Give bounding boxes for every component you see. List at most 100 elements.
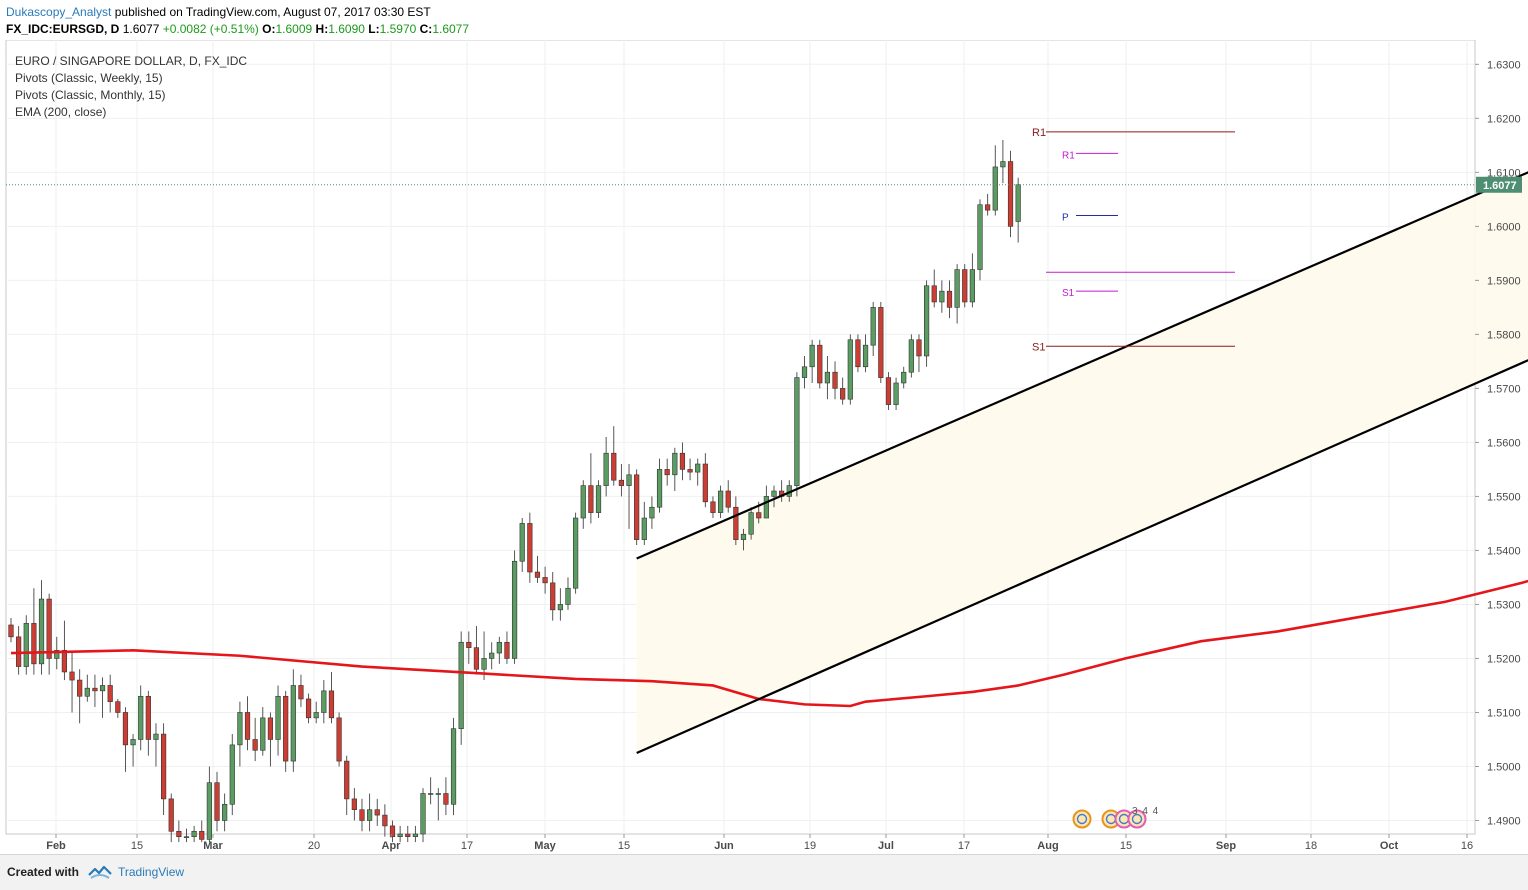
y-tick-label: 1.5700	[1487, 383, 1521, 395]
x-tick-label: 15	[1120, 840, 1132, 852]
candle-body	[443, 793, 449, 805]
candle	[824, 355, 831, 400]
footer-bar: Created with TradingView	[0, 854, 1528, 890]
tradingview-brand-link[interactable]: TradingView	[118, 865, 185, 879]
candle-body	[168, 798, 174, 832]
candle	[84, 674, 90, 702]
candle-body	[428, 793, 434, 795]
candle	[519, 518, 525, 573]
candle	[740, 528, 747, 551]
candle	[656, 458, 663, 513]
y-tick-label: 1.5100	[1487, 707, 1521, 719]
tradingview-logo-icon[interactable]	[87, 863, 113, 881]
events-markers[interactable]: 3 4 4	[1072, 806, 1160, 829]
last-price-tag-label: 1.6077	[1483, 180, 1517, 192]
candle	[313, 701, 319, 724]
candle	[832, 361, 838, 400]
candle	[305, 693, 312, 724]
candle-body	[283, 695, 289, 762]
candle-body	[511, 560, 518, 659]
candle-body	[840, 388, 846, 400]
candle-body	[420, 793, 426, 835]
candle-body	[832, 371, 838, 389]
candle	[397, 825, 403, 843]
channel-fill	[636, 172, 1528, 753]
candle-body	[717, 490, 724, 513]
candle	[214, 771, 220, 832]
candle	[923, 280, 930, 367]
candle-body	[382, 814, 388, 827]
candle	[473, 626, 480, 675]
candle	[634, 469, 640, 546]
candle-body	[473, 647, 480, 670]
candle-body	[145, 695, 151, 740]
candle	[618, 464, 624, 497]
y-tick-label: 1.6100	[1487, 167, 1521, 179]
candle-body	[954, 269, 960, 308]
legend-entry: EMA (200, close)	[15, 105, 106, 119]
candle-body	[397, 833, 403, 838]
candle	[61, 620, 68, 681]
candle	[222, 793, 228, 832]
candle	[504, 631, 510, 664]
close-value: 1.6077	[432, 22, 470, 36]
candle-body	[298, 685, 304, 700]
high-value: 1.6090	[328, 22, 365, 36]
candle	[962, 264, 968, 308]
last-price-tag	[1476, 176, 1522, 193]
candle	[1007, 150, 1014, 238]
candle	[92, 674, 98, 708]
candle-body	[435, 793, 441, 795]
candle-body	[92, 687, 98, 692]
candle	[954, 264, 960, 324]
candle-body	[985, 204, 991, 211]
candle-body	[313, 712, 319, 719]
candle	[664, 458, 670, 486]
candle-body	[161, 733, 167, 800]
candle	[107, 674, 113, 713]
candle-body	[38, 598, 45, 665]
y-tick-label: 1.5300	[1487, 599, 1521, 611]
candle	[458, 631, 464, 745]
candle-body	[687, 469, 693, 473]
author-link[interactable]: Dukascopy_Analyst	[6, 5, 112, 19]
candle-body	[244, 712, 251, 740]
candle	[641, 501, 647, 546]
candle-body	[542, 577, 548, 584]
x-tick-label: 15	[131, 840, 143, 852]
candle-body	[1000, 161, 1006, 168]
event-marker-inner-icon	[1076, 813, 1088, 825]
time-axis[interactable]: Feb 15 Mar 20 Apr 17 May 15 Jun 19 Jul 17 Aug 15 Sep 18…	[46, 834, 1473, 852]
channel-lower-line[interactable]	[636, 286, 1528, 754]
candle-body	[130, 739, 136, 746]
y-tick-label: 1.5800	[1487, 329, 1521, 341]
candle-body	[54, 650, 60, 659]
candle	[794, 372, 800, 497]
price-chart[interactable]: R1 S1 R1 P S1 1.6300 1.6200 1.6100 1.6000 1.5900…	[0, 40, 1528, 854]
channel-upper-line[interactable]	[636, 86, 1528, 560]
candle-body	[916, 339, 922, 357]
candle-body	[901, 371, 907, 384]
candle-body	[336, 717, 342, 762]
chart-legend: EURO / SINGAPORE DOLLAR, D, FX_IDC Pivots…	[15, 54, 247, 119]
candle	[489, 642, 495, 670]
candle-body	[412, 833, 418, 838]
candle-body	[107, 685, 113, 702]
price-axis[interactable]: 1.6300 1.6200 1.6100 1.6000 1.5900 1.5800 1.57…	[1475, 59, 1522, 827]
x-tick-label: Sep	[1216, 840, 1236, 852]
candle	[374, 798, 380, 826]
candle	[176, 820, 182, 843]
candle	[130, 734, 136, 767]
candle-body	[275, 695, 281, 740]
candle-body	[183, 836, 190, 839]
monthly-pivot-label: R1	[1032, 127, 1046, 139]
candle-body	[939, 290, 945, 303]
candle	[244, 696, 251, 751]
candle-body	[321, 690, 327, 713]
candle-body	[8, 624, 14, 638]
candle-body	[641, 517, 647, 540]
candle-body	[199, 830, 205, 840]
candle-body	[649, 506, 655, 519]
published-info: published on TradingView.com, August 07,…	[114, 5, 431, 19]
candle-body	[962, 269, 968, 303]
